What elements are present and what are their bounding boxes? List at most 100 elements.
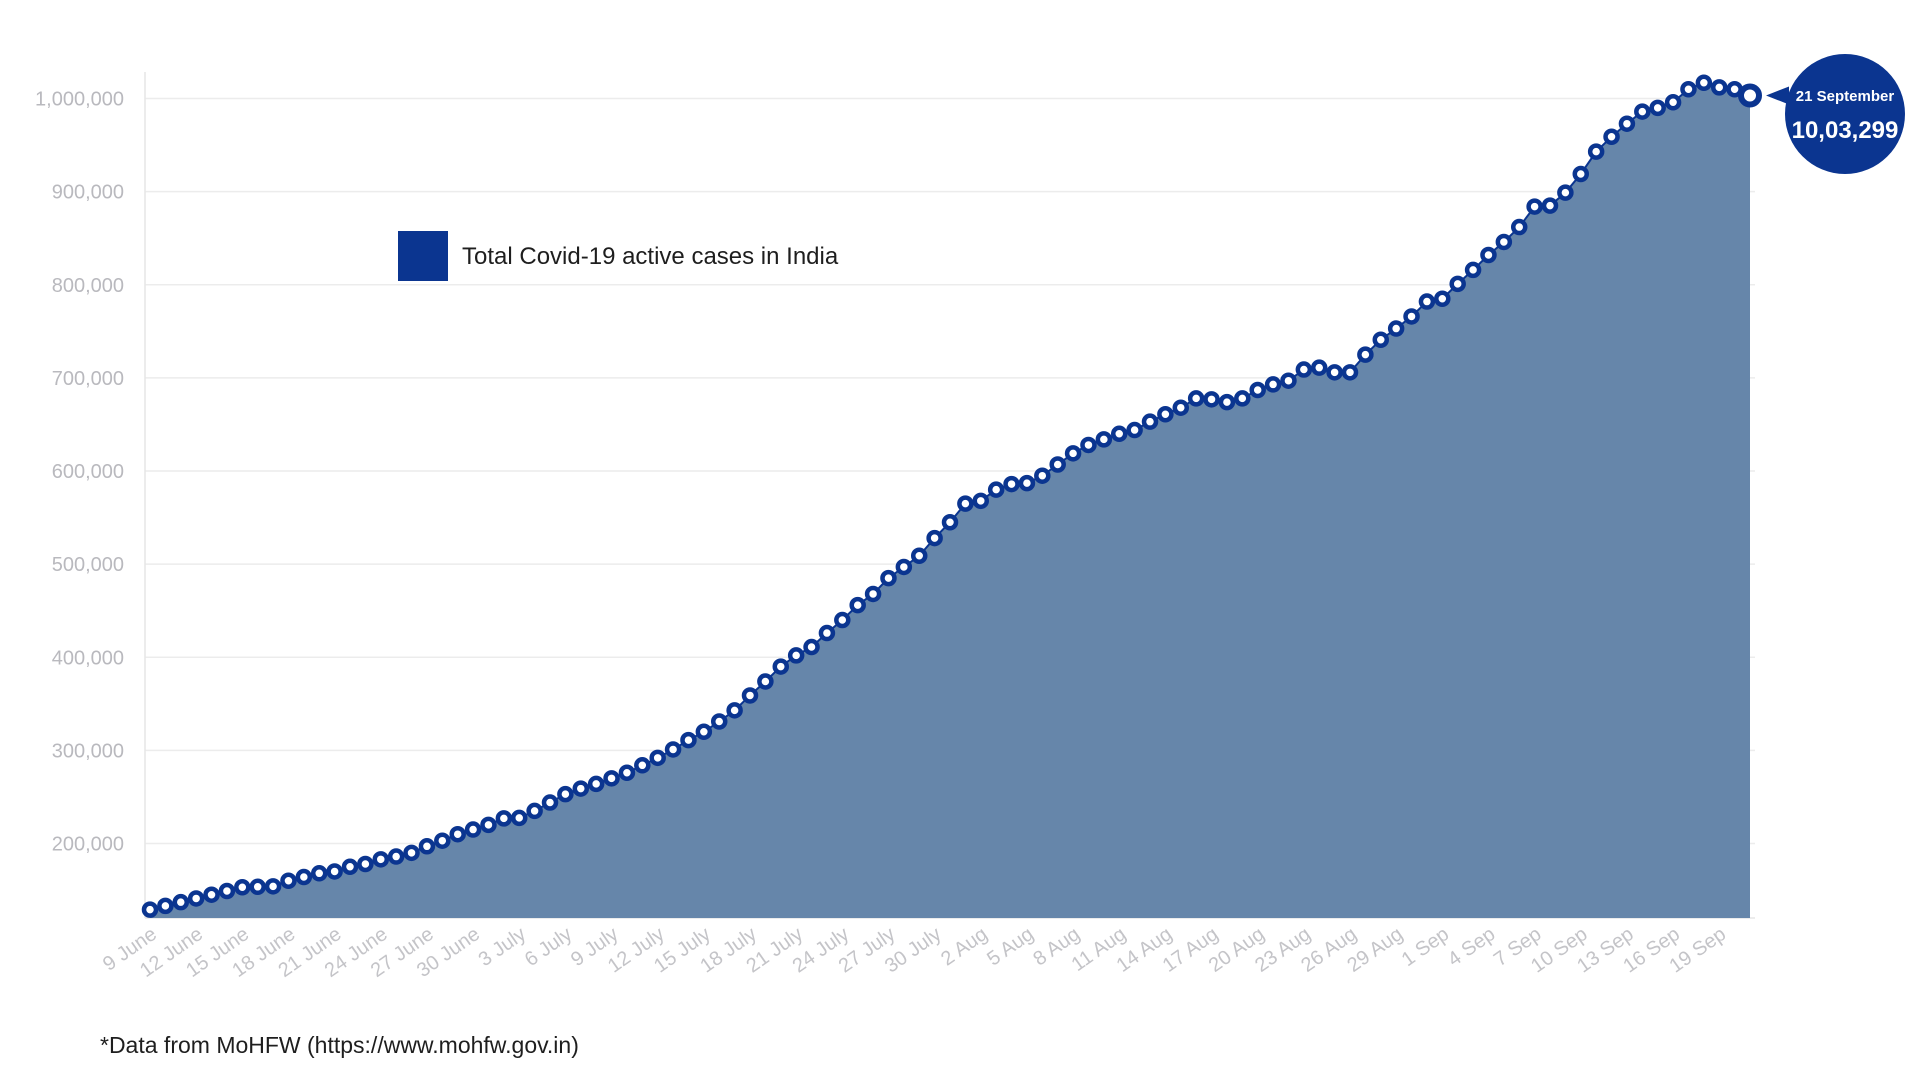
data-point (1403, 308, 1420, 325)
x-tick-label: 6 July (521, 923, 576, 971)
area-layer (149, 81, 1751, 919)
data-point (1326, 364, 1343, 381)
data-point (1480, 246, 1497, 264)
data-point (403, 844, 420, 862)
area-fill (150, 82, 1750, 919)
x-tick-label: 1 Sep (1398, 923, 1453, 971)
data-point (803, 638, 820, 656)
data-point (618, 764, 636, 781)
y-tick-label: 800,000 (52, 275, 124, 297)
data-point (895, 558, 913, 576)
data-point (1372, 331, 1390, 348)
data-point (695, 723, 713, 741)
data-point (295, 868, 313, 886)
data-point (1080, 436, 1097, 454)
data-point (372, 851, 390, 868)
data-point (941, 513, 959, 531)
y-tick-labels: 200,000 300,000 400,000 500,000 600,000 700,0… (35, 89, 124, 856)
data-point (1018, 474, 1036, 492)
data-point (1557, 184, 1574, 201)
y-tick-label: 600,000 (52, 461, 124, 483)
data-point (1541, 197, 1559, 214)
data-point (834, 611, 851, 629)
data-point (1603, 128, 1620, 145)
data-point (1680, 80, 1697, 98)
grid-lines (145, 97, 1755, 845)
data-point (1126, 421, 1143, 439)
data-point (449, 825, 466, 843)
legend-swatch (398, 231, 448, 281)
x-tick-label: 4 Sep (1444, 923, 1499, 971)
y-tick-label: 700,000 (52, 368, 124, 390)
data-point (464, 821, 482, 838)
data-point (249, 878, 266, 896)
y-tick-label: 1,000,000 (35, 89, 124, 111)
data-point (987, 481, 1005, 498)
data-point (741, 687, 759, 704)
data-point (1634, 103, 1651, 120)
data-point (1295, 361, 1313, 378)
data-point (510, 809, 528, 827)
data-point (480, 816, 497, 834)
data-point (1449, 275, 1466, 293)
data-point (757, 673, 774, 690)
data-point (264, 878, 282, 895)
data-point (1387, 320, 1405, 337)
data-point (1664, 94, 1682, 111)
data-point (280, 872, 297, 890)
data-point (434, 832, 451, 849)
data-point (1618, 115, 1636, 132)
source-note: *Data from MoHFW (https://www.mohfw.gov.… (100, 1032, 579, 1058)
data-point (1187, 390, 1205, 407)
data-point (849, 596, 866, 614)
data-point (1095, 431, 1113, 448)
data-point-last (1738, 83, 1762, 108)
data-point (1649, 99, 1666, 117)
data-point (1310, 359, 1328, 376)
data-point (234, 879, 251, 896)
x-tick-label: 3 July (475, 923, 530, 971)
callout-bubble (1785, 54, 1905, 174)
data-point (818, 624, 836, 642)
data-points (141, 74, 1762, 918)
data-point (726, 702, 743, 719)
data-point (218, 882, 236, 900)
data-point (1357, 346, 1374, 363)
data-point (1003, 475, 1020, 493)
data-point (910, 547, 928, 565)
legend-label: Total Covid-19 active cases in India (462, 243, 839, 270)
data-point (680, 731, 697, 749)
data-point (603, 770, 620, 787)
last-value-callout: 21 September 10,03,299 (1766, 54, 1905, 174)
data-point (495, 810, 513, 827)
data-point (310, 865, 328, 882)
data-point (1434, 290, 1451, 308)
data-point (1464, 261, 1482, 279)
data-point (203, 886, 220, 903)
data-point (326, 863, 343, 880)
data-point (1141, 413, 1159, 430)
data-point (187, 890, 205, 907)
y-tick-label: 400,000 (52, 647, 124, 669)
data-point (710, 713, 728, 730)
data-point (1172, 399, 1190, 416)
data-point (172, 893, 190, 911)
data-point (341, 858, 359, 876)
data-point (1710, 79, 1728, 96)
data-point (664, 741, 682, 758)
data-point (787, 647, 805, 664)
x-tick-label: 2 Aug (937, 923, 992, 970)
data-point (157, 897, 174, 915)
data-point (1264, 376, 1282, 393)
data-point (1157, 405, 1174, 423)
callout-date: 21 September (1796, 88, 1895, 105)
data-point (587, 775, 605, 793)
data-point (634, 757, 651, 774)
data-point (772, 658, 790, 675)
callout-pointer (1766, 86, 1789, 105)
y-tick-label: 300,000 (52, 740, 124, 762)
data-point (1572, 165, 1590, 183)
